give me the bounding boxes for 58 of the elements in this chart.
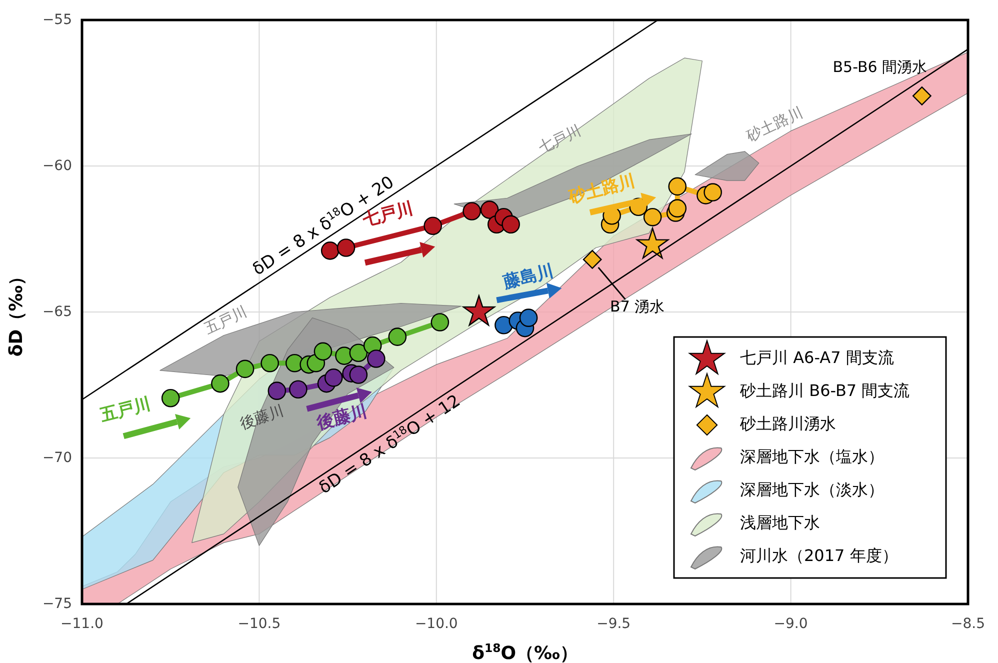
point: [912, 86, 932, 106]
x-tick-label: −9.5: [596, 616, 631, 632]
point: [314, 342, 332, 361]
point: [643, 208, 662, 226]
point: [161, 389, 180, 408]
y-tick-label: −75: [42, 596, 72, 612]
point: [211, 374, 230, 393]
point: [289, 380, 308, 399]
point: [336, 238, 356, 257]
point: [388, 328, 407, 346]
x-tick-label: −9.0: [774, 616, 808, 632]
y-tick-label: −65: [42, 304, 72, 320]
x-tick-label: −8.5: [951, 616, 985, 632]
point: [462, 202, 481, 220]
x-tick-label: −10.5: [238, 616, 281, 632]
legend-label: 砂土路川 B6-B7 間支流: [739, 381, 910, 400]
point: [366, 350, 386, 368]
point: [320, 242, 340, 260]
legend-label: 河川水（2017 年度）: [740, 546, 898, 566]
y-tick-label: −55: [42, 12, 72, 28]
point: [668, 177, 687, 196]
point: [349, 344, 368, 362]
text: 砂土路川: [566, 171, 638, 208]
point: [519, 308, 538, 327]
x-tick-label: −10.0: [414, 616, 458, 632]
point: [349, 366, 368, 384]
point: [494, 316, 513, 334]
point: [260, 354, 279, 372]
point: [480, 200, 499, 219]
annotation: B7 湧水: [610, 298, 665, 316]
point: [268, 382, 286, 400]
y-axis-title: δD（‰）: [6, 267, 27, 357]
point: [582, 250, 602, 269]
annotation: B5-B6 間湧水: [832, 58, 928, 76]
legend-label: 七戸川 A6-A7 間支流: [740, 348, 894, 368]
point: [462, 295, 496, 326]
legend-label: 浅層地下水: [740, 513, 820, 532]
point: [236, 360, 254, 378]
x-tick-label: −11.0: [60, 616, 104, 632]
x-axis-title: δ$^{18}$O（‰）: [472, 641, 578, 663]
point: [502, 215, 520, 234]
text: 五戸川: [97, 394, 153, 426]
legend-label: 深層地下水（塩水）: [740, 447, 884, 466]
text: 後藤川: [314, 402, 369, 434]
annotation: 五戸川: [201, 302, 250, 338]
annotation: 七戸川: [535, 122, 584, 157]
point: [424, 216, 442, 235]
point: [704, 183, 722, 202]
legend-label: 砂土路川湧水: [739, 414, 836, 434]
y-tick-label: −60: [42, 158, 72, 174]
y-tick-label: −70: [42, 450, 72, 466]
text: 藤島川: [500, 260, 556, 293]
point: [668, 199, 687, 218]
annotation: 後藤川: [238, 402, 286, 433]
point: [324, 368, 343, 387]
annotation: 砂土路川: [742, 103, 806, 146]
point: [430, 313, 450, 332]
legend-label: 深層地下水（淡水）: [740, 480, 884, 500]
